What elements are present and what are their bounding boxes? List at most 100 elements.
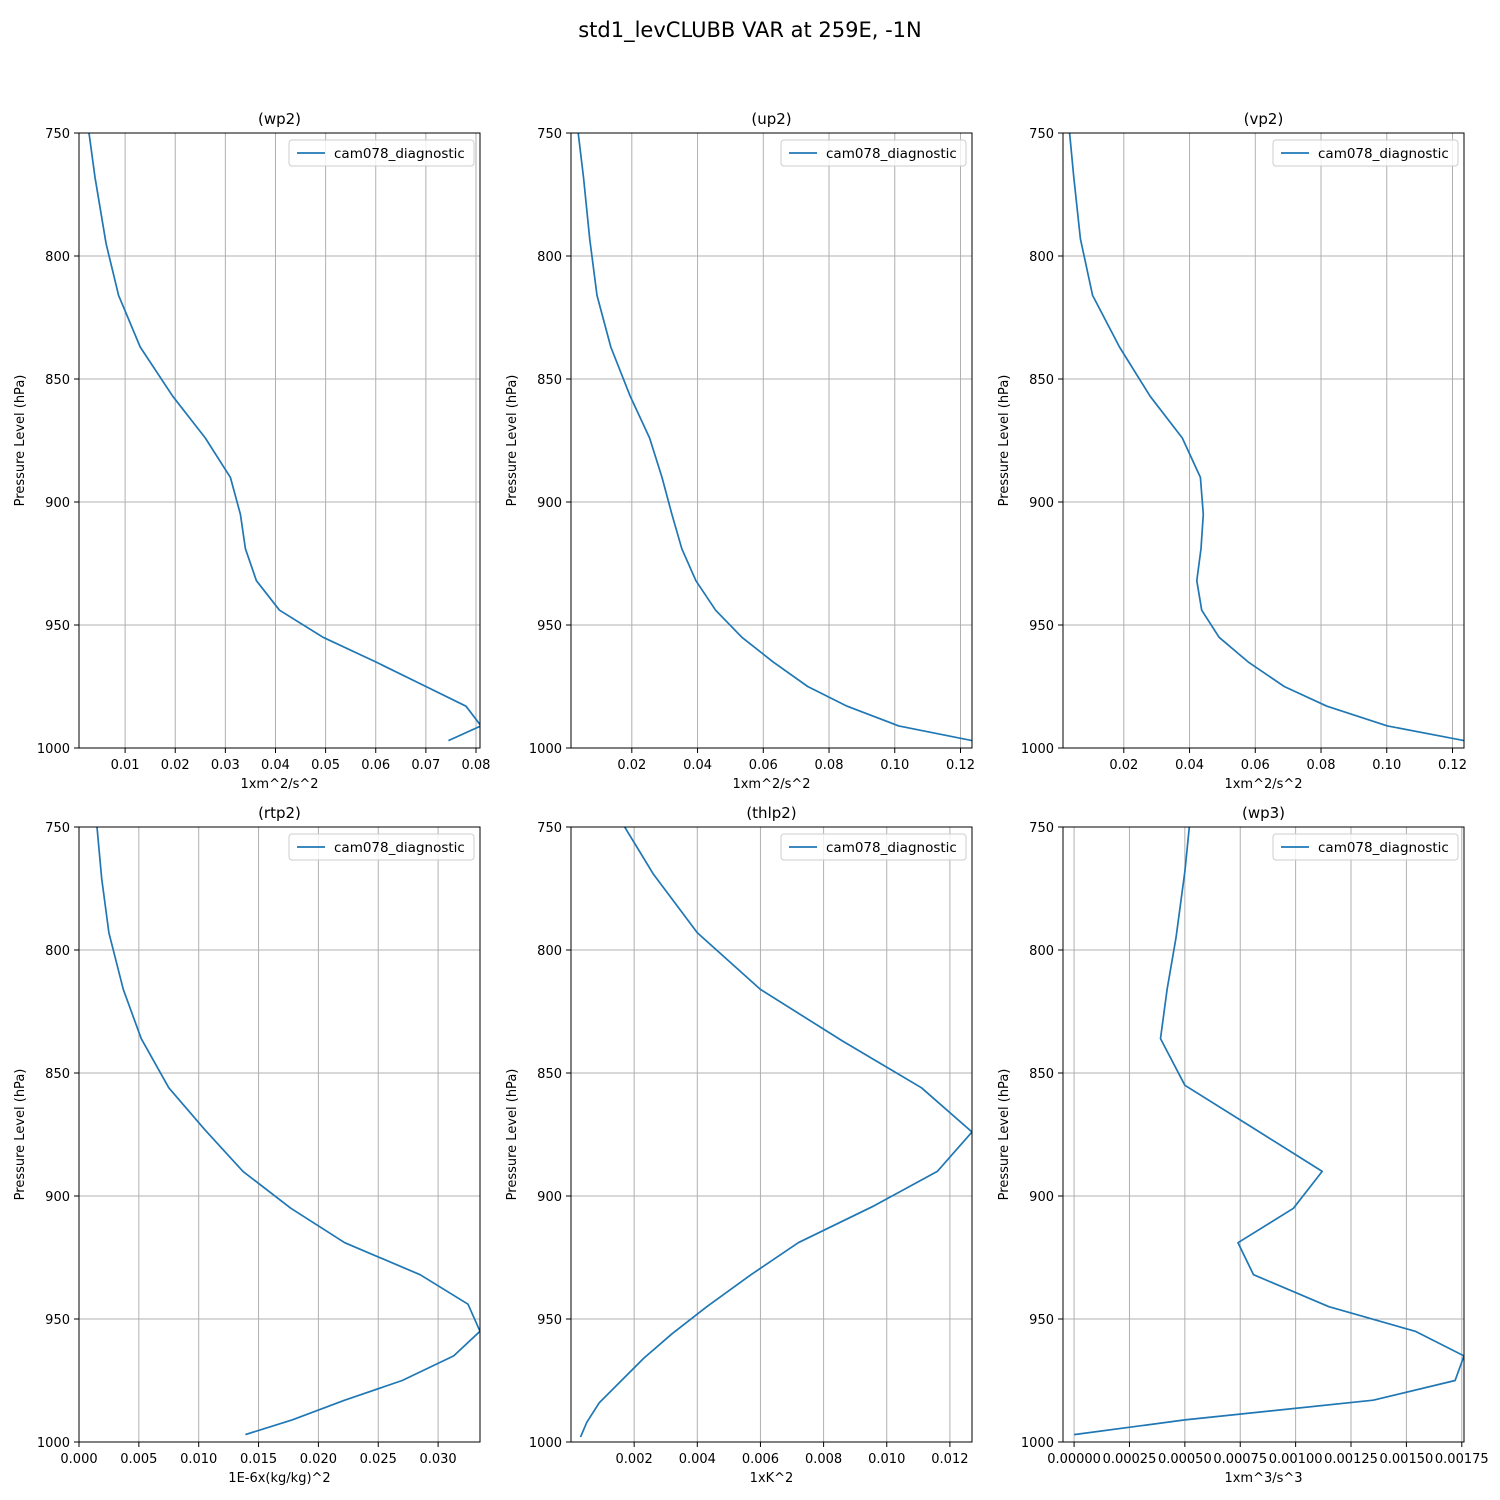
chart-2-legend-label: cam078_diagnostic (1318, 146, 1449, 162)
chart-0-xtick-label-0: 0.01 (111, 758, 140, 773)
chart-0-xlabel: 1xm^2/s^2 (240, 777, 318, 792)
chart-2-xlabel: 1xm^2/s^2 (1224, 777, 1302, 792)
chart-2-ylabel: Pressure Level (hPa) (997, 375, 1012, 507)
chart-5-ytick-label-3: 900 (1029, 1190, 1054, 1205)
chart-5-ytick-label-1: 800 (1029, 944, 1054, 959)
chart-1-xtick-label-3: 0.08 (815, 758, 844, 773)
chart-2-ytick-label-3: 900 (1029, 496, 1054, 511)
chart-0-ylabel: Pressure Level (hPa) (13, 375, 28, 507)
chart-5-ytick-label-4: 950 (1029, 1313, 1054, 1328)
chart-4-xtick-label-1: 0.004 (679, 1452, 716, 1467)
chart-0-xtick-label-2: 0.03 (211, 758, 240, 773)
figure-title: std1_levCLUBB VAR at 259E, -1N (578, 18, 922, 43)
chart-4-ylabel: Pressure Level (hPa) (505, 1069, 520, 1201)
chart-5-xtick-label-5: 0.00125 (1324, 1452, 1378, 1467)
chart-1-xtick-label-0: 0.02 (617, 758, 646, 773)
chart-2-legend-box (1272, 139, 1459, 167)
chart-2-ytick-label-4: 950 (1029, 619, 1054, 634)
chart-0-ytick-label-2: 850 (45, 373, 70, 388)
chart-0-ytick-label-4: 950 (45, 619, 70, 634)
chart-1-ylabel: Pressure Level (hPa) (505, 375, 520, 507)
chart-2-title: (vp2) (1244, 110, 1284, 128)
chart-2-xtick-label-4: 0.10 (1372, 758, 1401, 773)
chart-1-series-line-0 (577, 133, 972, 742)
chart-5-ytick-label-0: 750 (1029, 821, 1054, 836)
chart-1-legend: cam078_diagnostic (780, 139, 967, 167)
chart-2-xtick-label-3: 0.08 (1307, 758, 1336, 773)
chart-1-xtick-label-1: 0.04 (683, 758, 712, 773)
chart-0-ytick-label-1: 800 (45, 250, 70, 265)
chart-5-series-line-0 (1073, 827, 1464, 1436)
chart-3-xtick-label-3: 0.015 (240, 1452, 277, 1467)
chart-5-xtick-label-6: 0.00150 (1380, 1452, 1434, 1467)
chart-1-ytick-label-2: 850 (537, 373, 562, 388)
chart-5-legend-label: cam078_diagnostic (1318, 840, 1449, 856)
chart-4-xtick-label-2: 0.006 (742, 1452, 779, 1467)
chart-0-legend-label: cam078_diagnostic (334, 146, 465, 162)
chart-4-xlabel: 1xK^2 (750, 1471, 794, 1486)
chart-4: 0.002 0.004 0.006 0.008 0.010 0.012 750 800 850 9… (505, 804, 973, 1486)
chart-3-ytick-label-5: 1000 (37, 1436, 70, 1451)
chart-3-title: (rtp2) (258, 804, 301, 822)
chart-0-xtick-label-7: 0.08 (462, 758, 491, 773)
chart-5-legend-box (1272, 833, 1459, 861)
chart-0-frame (78, 132, 481, 749)
chart-0-ytick-label-3: 900 (45, 496, 70, 511)
chart-2: 0.02 0.04 0.06 0.08 0.10 0.12 750 800 850 900 950 1… (997, 110, 1467, 792)
chart-1-frame (570, 132, 973, 749)
chart-5-xtick-label-4: 0.00100 (1269, 1452, 1323, 1467)
chart-3-legend-box (288, 833, 475, 861)
chart-5-ylabel: Pressure Level (hPa) (997, 1069, 1012, 1201)
chart-5-xtick-label-7: 0.00175 (1435, 1452, 1489, 1467)
chart-2-xtick-label-0: 0.02 (1109, 758, 1138, 773)
chart-3-series-line-0 (96, 827, 480, 1436)
subplot-grid: 0.01 0.02 0.03 0.04 0.05 0.06 0.07 0.08 750 800 85… (13, 110, 1489, 1486)
chart-1-legend-label: cam078_diagnostic (826, 146, 957, 162)
chart-1-xtick-label-2: 0.06 (749, 758, 778, 773)
chart-3: 0.000 0.005 0.010 0.015 0.020 0.025 0.030 750 80… (13, 804, 481, 1486)
chart-0-ytick-label-0: 750 (45, 127, 70, 142)
chart-1-ytick-label-5: 1000 (529, 742, 562, 757)
chart-2-ytick-label-2: 850 (1029, 373, 1054, 388)
chart-2-frame (1062, 132, 1465, 749)
chart-5-xlabel: 1xm^3/s^3 (1224, 1471, 1302, 1486)
chart-5-ytick-label-2: 850 (1029, 1067, 1054, 1082)
chart-1-title: (up2) (751, 110, 791, 128)
chart-3-xtick-label-5: 0.025 (360, 1452, 397, 1467)
chart-3-ytick-label-1: 800 (45, 944, 70, 959)
chart-4-ytick-label-0: 750 (537, 821, 562, 836)
chart-1-xtick-label-5: 0.12 (946, 758, 975, 773)
chart-3-legend-label: cam078_diagnostic (334, 840, 465, 856)
chart-5-title: (wp3) (1242, 804, 1285, 822)
chart-2-xtick-label-1: 0.04 (1175, 758, 1204, 773)
chart-4-title: (thlp2) (746, 804, 796, 822)
chart-3-legend: cam078_diagnostic (288, 833, 475, 861)
chart-2-ytick-label-1: 800 (1029, 250, 1054, 265)
chart-3-xtick-label-2: 0.010 (180, 1452, 217, 1467)
chart-4-xtick-label-5: 0.012 (931, 1452, 968, 1467)
chart-0: 0.01 0.02 0.03 0.04 0.05 0.06 0.07 0.08 750 800 85… (13, 110, 490, 792)
chart-4-legend-label: cam078_diagnostic (826, 840, 957, 856)
chart-0-xtick-label-4: 0.05 (311, 758, 340, 773)
chart-0-title: (wp2) (258, 110, 301, 128)
chart-1-ytick-label-0: 750 (537, 127, 562, 142)
chart-2-legend: cam078_diagnostic (1272, 139, 1459, 167)
chart-1: 0.02 0.04 0.06 0.08 0.10 0.12 750 800 850 900 950 1… (505, 110, 975, 792)
chart-0-legend: cam078_diagnostic (288, 139, 475, 167)
chart-0-xtick-label-6: 0.07 (411, 758, 440, 773)
chart-2-xtick-label-5: 0.12 (1438, 758, 1467, 773)
chart-5-xtick-label-1: 0.00025 (1103, 1452, 1157, 1467)
chart-5-xtick-label-2: 0.00050 (1158, 1452, 1212, 1467)
chart-3-ytick-label-4: 950 (45, 1313, 70, 1328)
chart-0-series-line-0 (88, 133, 480, 742)
chart-3-xtick-label-6: 0.030 (419, 1452, 456, 1467)
chart-5-legend: cam078_diagnostic (1272, 833, 1459, 861)
chart-3-ylabel: Pressure Level (hPa) (13, 1069, 28, 1201)
chart-1-xlabel: 1xm^2/s^2 (732, 777, 810, 792)
chart-1-ytick-label-4: 950 (537, 619, 562, 634)
chart-4-ytick-label-5: 1000 (529, 1436, 562, 1451)
chart-2-xtick-label-2: 0.06 (1241, 758, 1270, 773)
chart-3-ytick-label-0: 750 (45, 821, 70, 836)
chart-4-legend-box (780, 833, 967, 861)
